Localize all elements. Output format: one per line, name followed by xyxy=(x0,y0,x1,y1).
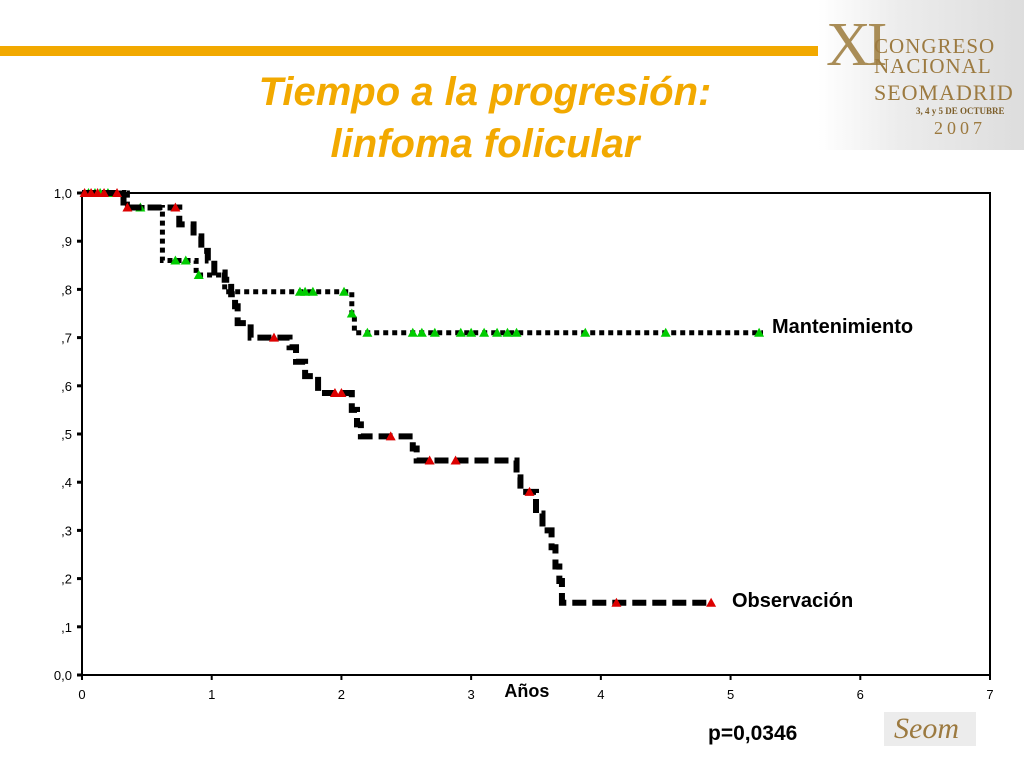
series-label-mantenimiento: Mantenimiento xyxy=(772,316,913,338)
y-tick-label: ,1 xyxy=(61,620,72,635)
y-tick-label: 0,0 xyxy=(54,668,72,683)
footer-logo: Seom xyxy=(884,712,976,746)
censor-marker xyxy=(611,597,622,607)
y-tick-label: ,9 xyxy=(61,234,72,249)
x-tick-label: 3 xyxy=(468,687,475,702)
x-tick-label: 7 xyxy=(986,687,993,702)
censor-marker xyxy=(307,286,318,296)
p-value-annotation: p=0,0346 xyxy=(708,722,797,745)
censor-marker xyxy=(170,202,181,212)
censor-marker xyxy=(300,286,311,296)
censor-marker xyxy=(511,327,522,337)
x-tick-label: 2 xyxy=(338,687,345,702)
censor-marker xyxy=(580,327,591,337)
congress-logo-line-2: NACIONAL xyxy=(874,54,992,78)
censor-marker xyxy=(492,327,503,337)
censor-marker xyxy=(429,327,440,337)
censor-marker xyxy=(424,455,435,465)
y-tick-label: ,2 xyxy=(61,572,72,587)
censor-marker xyxy=(466,327,477,337)
y-tick-label: ,4 xyxy=(61,475,72,490)
censor-marker xyxy=(455,327,466,337)
censor-marker xyxy=(180,255,191,265)
censor-marker xyxy=(339,286,350,296)
censor-marker xyxy=(502,327,513,337)
censor-marker xyxy=(479,327,490,337)
title-accent-bar xyxy=(0,46,818,56)
slide-title: Tiempo a la progresión: linfoma folicula… xyxy=(150,66,820,170)
censor-marker xyxy=(92,188,103,197)
congress-logo-line-1: CONGRESO xyxy=(874,34,996,58)
censor-marker xyxy=(79,188,90,197)
censor-marker xyxy=(754,327,765,337)
censor-marker xyxy=(706,597,717,607)
censor-marker xyxy=(122,202,133,212)
y-tick-label: ,6 xyxy=(61,379,72,394)
slide-title-line-1: Tiempo a la progresión: xyxy=(258,70,712,114)
y-tick-label: ,8 xyxy=(61,282,72,297)
y-tick-label: ,5 xyxy=(61,427,72,442)
censor-marker xyxy=(524,486,535,496)
censor-marker xyxy=(385,431,396,441)
y-tick-label: ,7 xyxy=(61,331,72,346)
footer-logo-text: Seom xyxy=(894,712,959,745)
censor-marker xyxy=(329,388,340,398)
y-tick-label: 1,0 xyxy=(54,186,72,201)
censor-marker xyxy=(346,308,357,318)
censor-marker xyxy=(362,327,373,337)
series-label-observacion: Observación xyxy=(732,590,853,612)
censor-marker xyxy=(336,388,347,398)
censor-marker xyxy=(660,327,671,337)
series-line-observacion xyxy=(82,190,712,606)
censor-marker xyxy=(99,188,110,197)
slide-title-line-2: linfoma folicular xyxy=(330,122,640,166)
censor-marker xyxy=(193,269,204,279)
censor-marker xyxy=(112,188,123,197)
x-tick-label: 6 xyxy=(857,687,864,702)
congress-logo: XI CONGRESO NACIONAL SEOMADRID 3, 4 y 5 … xyxy=(818,0,1024,150)
x-axis-title: Años xyxy=(504,681,549,701)
congress-logo-dates: 3, 4 y 5 DE OCTUBRE xyxy=(916,106,1005,116)
censor-marker xyxy=(450,455,461,465)
x-tick-label: 1 xyxy=(208,687,215,702)
plot-frame xyxy=(81,192,991,676)
congress-logo-background xyxy=(818,0,1024,150)
censor-marker xyxy=(268,332,279,342)
congress-logo-numeral: XI xyxy=(826,11,887,79)
censor-marker xyxy=(170,255,181,265)
x-tick-label: 0 xyxy=(78,687,85,702)
censor-marker xyxy=(86,188,97,197)
x-tick-label: 4 xyxy=(597,687,604,702)
censor-marker xyxy=(416,327,427,337)
x-tick-label: 5 xyxy=(727,687,734,702)
censor-marker xyxy=(407,327,418,337)
y-tick-label: ,3 xyxy=(61,523,72,538)
congress-logo-line-3: SEOMADRID xyxy=(874,80,1014,105)
congress-logo-year: 2007 xyxy=(934,118,986,138)
